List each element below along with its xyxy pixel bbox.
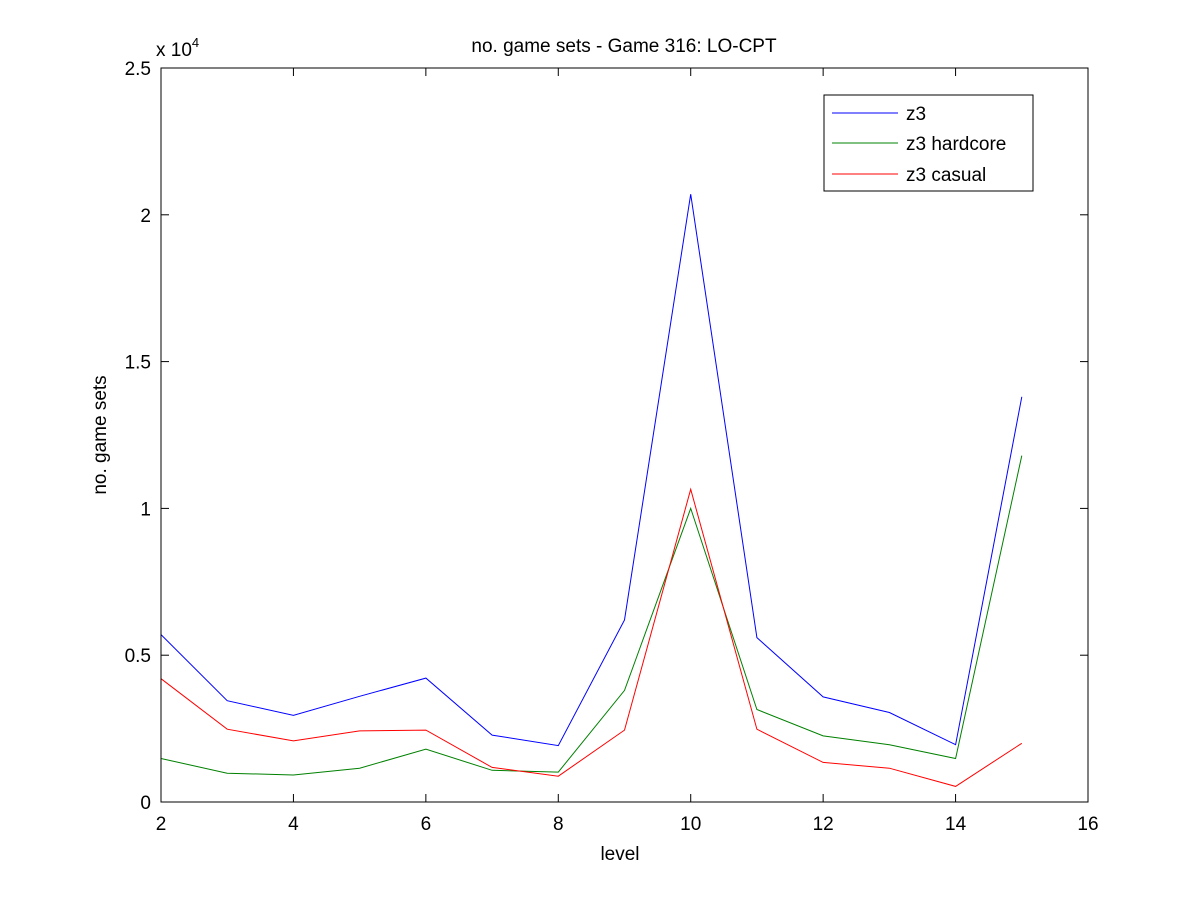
y-tick-label: 0.5 — [125, 646, 151, 667]
legend-label-1: z3 — [906, 104, 926, 125]
legend-label-2: z3 hardcore — [906, 134, 1006, 155]
x-tick-label: 12 — [813, 814, 834, 835]
x-tick-label: 2 — [156, 814, 167, 835]
series-line-1 — [160, 194, 1023, 747]
y-tick-label: 1 — [140, 499, 151, 520]
series-line-3 — [160, 487, 1023, 787]
y-tick-label: 0 — [140, 793, 151, 814]
x-tick-label: 16 — [1077, 814, 1098, 835]
x-axis-label: level — [600, 844, 639, 865]
series-line-2 — [160, 455, 1023, 776]
legend: z3 z3 hardcore z3 casual — [823, 94, 1034, 192]
x-tick-label: 6 — [421, 814, 432, 835]
y-ticks: 0 0.5 1 1.5 2 2.5 — [125, 59, 1088, 814]
x-tick-label: 4 — [288, 814, 299, 835]
series-layer — [160, 194, 1023, 787]
y-tick-label: 2.5 — [125, 59, 151, 80]
y-scale-exponent: 4 — [192, 35, 199, 50]
x-tick-label: 8 — [553, 814, 564, 835]
y-tick-label: 2 — [140, 206, 151, 227]
plot-frame — [160, 67, 1089, 803]
y-scale-base: x 10 — [156, 40, 192, 61]
y-tick-label: 1.5 — [125, 353, 151, 374]
y-scale-multiplier: x 104 — [156, 35, 199, 61]
x-tick-label: 10 — [680, 814, 701, 835]
x-ticks: 2 4 6 8 10 12 14 16 — [156, 68, 1099, 835]
y-axis-label: no. game sets — [90, 375, 111, 494]
legend-label-3: z3 casual — [906, 165, 986, 186]
x-tick-label: 14 — [945, 814, 967, 835]
chart-title: no. game sets - Game 316: LO-CPT — [471, 36, 777, 57]
